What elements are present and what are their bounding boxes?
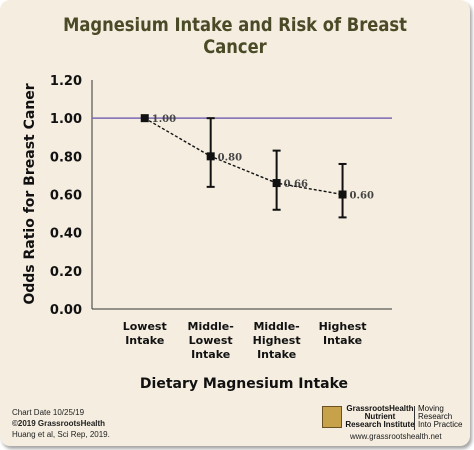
x-tick-label-line: Intake — [323, 334, 362, 347]
tagline-line-3: Into Practice — [418, 420, 463, 429]
y-tick-label: 1.20 — [50, 74, 82, 89]
x-tick-label-line: Intake — [257, 348, 296, 361]
org-tagline: Moving Research Into Practice — [418, 405, 462, 429]
logo-divider — [414, 406, 415, 430]
data-label: 0.60 — [350, 191, 374, 202]
y-tick-label: 0.20 — [50, 265, 82, 280]
org-line-2: Nutrient — [364, 412, 396, 421]
series-line — [144, 117, 343, 196]
org-name: GrassrootsHealth Nutrient Research Insti… — [344, 405, 416, 429]
y-tick-label: 0.80 — [50, 150, 82, 165]
tagline-line-2: Research — [418, 412, 453, 421]
x-tick-label-line: Intake — [191, 348, 230, 361]
website-link[interactable]: www.grassrootshealth.net — [350, 432, 442, 441]
footer-credits: Chart Date 10/25/19 ©2019 GrassrootsHeal… — [12, 407, 110, 440]
y-axis-label: Odds Ratio for Breast Caner — [22, 83, 38, 304]
y-tick-label: 1.00 — [50, 112, 82, 127]
data-label: 0.66 — [284, 179, 308, 190]
data-point — [140, 114, 149, 123]
data-label: 1.00 — [152, 114, 176, 125]
x-tick-label-line: Lowest — [123, 320, 167, 333]
x-tick-label: Highest Intake — [319, 320, 367, 347]
x-tick-label-line: Middle- — [188, 320, 234, 333]
y-tick-label: 0.40 — [50, 227, 82, 242]
org-line-3: Research Institute — [345, 420, 415, 429]
chart-date: Chart Date 10/25/19 — [12, 408, 85, 417]
x-tick-label-line: Lowest — [189, 334, 233, 347]
x-tick-label: Middle-Lowest Intake — [188, 320, 234, 361]
x-tick-label: Middle-Highest Intake — [253, 320, 301, 361]
x-tick-label-line: Middle- — [253, 320, 299, 333]
x-tick-label-line: Highest — [253, 334, 301, 347]
x-axis-label: Dietary Magnesium Intake — [140, 376, 348, 392]
x-tick-label-line: Highest — [319, 320, 367, 333]
data-point — [338, 190, 347, 199]
grassrootshealth-logo-icon — [322, 406, 342, 428]
copyright: ©2019 GrassrootsHealth — [12, 419, 106, 428]
x-tick-label-line: Intake — [125, 334, 164, 347]
data-point — [206, 152, 215, 161]
citation: Huang et al, Sci Rep, 2019. — [12, 430, 110, 439]
x-tick-label: Lowest Intake — [123, 320, 167, 347]
chart-title: Magnesium Intake and Risk of Breast Canc… — [63, 14, 407, 58]
y-tick-label: 0.60 — [50, 189, 82, 204]
org-line-1: GrassrootsHealth — [346, 404, 414, 413]
data-point — [272, 179, 281, 188]
y-tick-label: 0.00 — [50, 303, 82, 318]
data-label: 0.80 — [218, 152, 242, 163]
tagline-line-1: Moving — [418, 404, 444, 413]
